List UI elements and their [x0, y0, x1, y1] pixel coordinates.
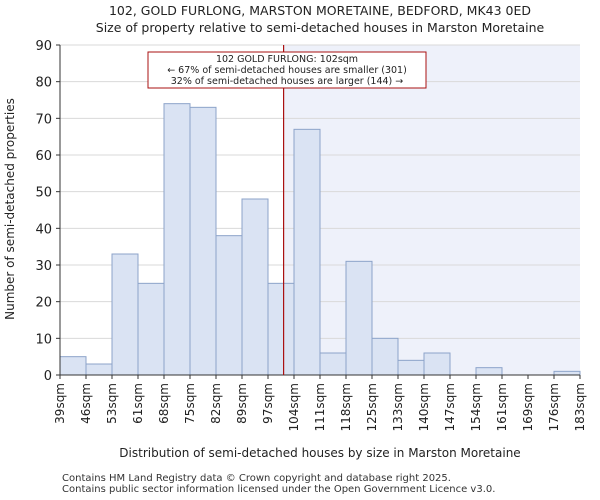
- x-tick-label: 61sqm: [131, 383, 145, 424]
- bar: [553, 370, 581, 376]
- y-tick-label: 90: [35, 39, 52, 54]
- bar: [319, 352, 347, 376]
- y-tick-label: 0: [44, 369, 52, 384]
- y-tick-label: 40: [35, 222, 52, 237]
- annotation-box: [147, 51, 427, 89]
- annotation-line: 102 GOLD FURLONG: 102sqm: [216, 54, 358, 65]
- y-tick-label: 30: [35, 259, 52, 274]
- larger-region-shade: [283, 45, 580, 375]
- x-tick-label: 104sqm: [287, 383, 301, 431]
- chart-title: 102, GOLD FURLONG, MARSTON MORETAINE, BE…: [109, 3, 531, 18]
- x-tick-label: 111sqm: [313, 383, 327, 431]
- footer-line-1: Contains HM Land Registry data © Crown c…: [62, 473, 451, 484]
- y-tick-label: 60: [35, 149, 52, 164]
- bar: [59, 356, 87, 376]
- bar: [111, 253, 139, 376]
- x-tick-label: 154sqm: [469, 383, 483, 431]
- y-axis-label: Number of semi-detached properties: [3, 98, 17, 320]
- bar: [267, 282, 295, 376]
- bar: [241, 198, 269, 376]
- x-tick-label: 75sqm: [183, 383, 197, 424]
- y-tick-label: 50: [35, 186, 52, 201]
- x-tick-label: 183sqm: [573, 383, 587, 431]
- x-tick-label: 147sqm: [443, 383, 457, 431]
- bar: [85, 363, 113, 376]
- bar: [345, 260, 373, 376]
- x-tick-label: 118sqm: [339, 383, 353, 431]
- bar: [137, 282, 165, 376]
- y-tick-label: 80: [35, 76, 52, 91]
- bar: [475, 367, 503, 376]
- x-tick-label: 140sqm: [417, 383, 431, 431]
- x-axis-label: Distribution of semi-detached houses by …: [119, 446, 520, 460]
- bar: [163, 103, 191, 376]
- chart-subtitle: Size of property relative to semi-detach…: [96, 20, 545, 35]
- x-tick-label: 125sqm: [365, 383, 379, 431]
- plot-area: 0 10 20 30 40 50 60 70 80 90 39sqm 46sqm 53sqm 61sqm 6…: [35, 39, 587, 431]
- y-tick-label: 70: [35, 112, 52, 127]
- x-tick-label: 53sqm: [105, 383, 119, 424]
- x-tick-label: 133sqm: [391, 383, 405, 431]
- annotation-line: 32% of semi-detached houses are larger (…: [171, 76, 404, 87]
- footer-line-2: Contains public sector information licen…: [62, 484, 496, 495]
- bar: [397, 359, 425, 376]
- bar: [371, 337, 399, 376]
- x-tick-label: 39sqm: [53, 383, 67, 424]
- y-tick-label: 20: [35, 296, 52, 311]
- x-tick-label: 46sqm: [79, 383, 93, 424]
- x-tick-label: 97sqm: [261, 383, 275, 424]
- x-tick-label: 176sqm: [547, 383, 561, 431]
- bar: [293, 128, 321, 376]
- x-tick-label: 68sqm: [157, 383, 171, 424]
- bar: [189, 106, 217, 376]
- x-tick-label: 82sqm: [209, 383, 223, 424]
- y-tick-label: 10: [35, 332, 52, 347]
- x-tick-label: 89sqm: [235, 383, 249, 424]
- annotation-line: ← 67% of semi-detached houses are smalle…: [167, 65, 407, 76]
- bar: [423, 352, 451, 376]
- x-tick-label: 161sqm: [495, 383, 509, 431]
- x-tick-label: 169sqm: [521, 383, 535, 431]
- bar: [215, 235, 243, 376]
